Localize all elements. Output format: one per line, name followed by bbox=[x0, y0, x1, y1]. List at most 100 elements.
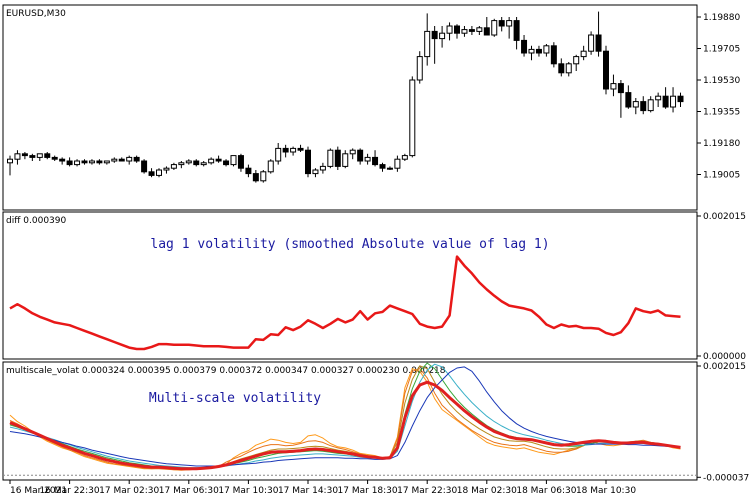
candle bbox=[521, 35, 528, 57]
candle-body bbox=[305, 149, 311, 175]
candle bbox=[565, 62, 572, 77]
candle bbox=[543, 44, 550, 57]
candle-body bbox=[409, 79, 416, 157]
candle-body bbox=[170, 164, 177, 169]
multiscale-volatility-pane: multiscale_volat 0.000324 0.000395 0.000… bbox=[2, 361, 749, 483]
candle bbox=[185, 159, 192, 165]
candle-body bbox=[245, 167, 252, 175]
series-line bbox=[9, 366, 681, 467]
candle bbox=[163, 166, 170, 174]
candle bbox=[535, 45, 542, 57]
candle-body bbox=[379, 164, 386, 169]
candle-body bbox=[498, 20, 505, 27]
y-tick-label: 0.000000 bbox=[703, 352, 746, 362]
x-tick-label: 17 Mar 02:30 bbox=[99, 486, 159, 496]
candle-body bbox=[178, 162, 185, 166]
candle-body bbox=[319, 165, 326, 171]
candle bbox=[573, 54, 580, 71]
candle bbox=[305, 146, 311, 178]
candle-body bbox=[617, 83, 624, 94]
candle bbox=[424, 13, 431, 66]
candle bbox=[290, 146, 297, 156]
candle-body bbox=[558, 63, 565, 74]
candle bbox=[498, 17, 505, 32]
candle-body bbox=[156, 169, 162, 176]
candle bbox=[401, 153, 408, 161]
candle bbox=[655, 92, 662, 107]
candles-group bbox=[7, 11, 684, 183]
y-tick-label: -0.000037 bbox=[703, 473, 749, 483]
y-tick-label: 0.002015 bbox=[703, 362, 746, 372]
candle bbox=[7, 155, 13, 176]
pane-frame bbox=[2, 211, 698, 360]
candle-body bbox=[334, 149, 341, 167]
candle bbox=[156, 168, 162, 178]
candle bbox=[483, 17, 490, 36]
candle bbox=[126, 155, 133, 165]
candle bbox=[260, 170, 267, 183]
candle bbox=[558, 58, 565, 77]
candle bbox=[334, 146, 341, 170]
candle bbox=[394, 155, 401, 172]
candle-body bbox=[349, 149, 356, 155]
price-pane: EURUSD,M30 1.19880 1.19705 1.19530 1.19355 1.… bbox=[2, 4, 740, 211]
candle bbox=[662, 87, 669, 109]
y-tick-label: 1.19705 bbox=[703, 45, 740, 55]
series-line bbox=[9, 368, 681, 471]
candle-body bbox=[535, 48, 542, 54]
candle-body bbox=[51, 156, 58, 160]
candle-body bbox=[454, 25, 460, 34]
pane-title: EURUSD,M30 bbox=[6, 9, 66, 19]
candle bbox=[625, 85, 632, 109]
candle bbox=[319, 162, 326, 174]
candle-body bbox=[223, 160, 230, 166]
candle-body bbox=[74, 160, 81, 166]
candle bbox=[349, 148, 356, 160]
candle bbox=[342, 150, 349, 169]
candle bbox=[297, 144, 304, 152]
candle-body bbox=[342, 153, 349, 167]
candle-body bbox=[640, 101, 647, 112]
candle-body bbox=[416, 56, 423, 81]
candle-body bbox=[394, 158, 401, 169]
x-tick-label: 17 Mar 14:30 bbox=[278, 486, 338, 496]
candle bbox=[588, 31, 595, 55]
candle bbox=[59, 157, 66, 165]
candle-body bbox=[483, 27, 490, 36]
candle bbox=[409, 76, 416, 158]
candle bbox=[476, 26, 483, 35]
candle-body bbox=[260, 171, 267, 182]
candle bbox=[640, 96, 647, 115]
candle-body bbox=[185, 160, 192, 164]
candle bbox=[74, 159, 81, 167]
candle-body bbox=[163, 167, 170, 171]
candle bbox=[670, 87, 677, 113]
candle bbox=[357, 148, 364, 165]
candle-body bbox=[81, 160, 88, 164]
candle bbox=[431, 26, 438, 64]
candle bbox=[200, 161, 207, 167]
candle-body bbox=[461, 29, 468, 34]
candle-body bbox=[521, 39, 528, 54]
candle-body bbox=[439, 32, 446, 40]
pane-frame bbox=[2, 4, 698, 211]
candle bbox=[215, 155, 222, 163]
candle-body bbox=[401, 155, 408, 160]
x-tick-label: 18 Mar 06:30 bbox=[516, 486, 576, 496]
candle-body bbox=[550, 45, 557, 65]
diff-indicator-pane: diff 0.000390 0.002015 0.000000 lag 1 volat… bbox=[2, 211, 746, 362]
candle-body bbox=[357, 149, 364, 162]
candle-body bbox=[290, 147, 297, 153]
candle-body bbox=[267, 160, 274, 173]
candle-body bbox=[193, 160, 200, 166]
candle bbox=[44, 152, 51, 160]
candle bbox=[267, 159, 274, 174]
series-line bbox=[9, 368, 681, 471]
candle-body bbox=[275, 147, 282, 162]
candle bbox=[178, 161, 185, 169]
candle bbox=[148, 168, 155, 178]
candle bbox=[595, 11, 602, 57]
candle bbox=[252, 170, 259, 183]
pane-frame bbox=[2, 361, 698, 481]
